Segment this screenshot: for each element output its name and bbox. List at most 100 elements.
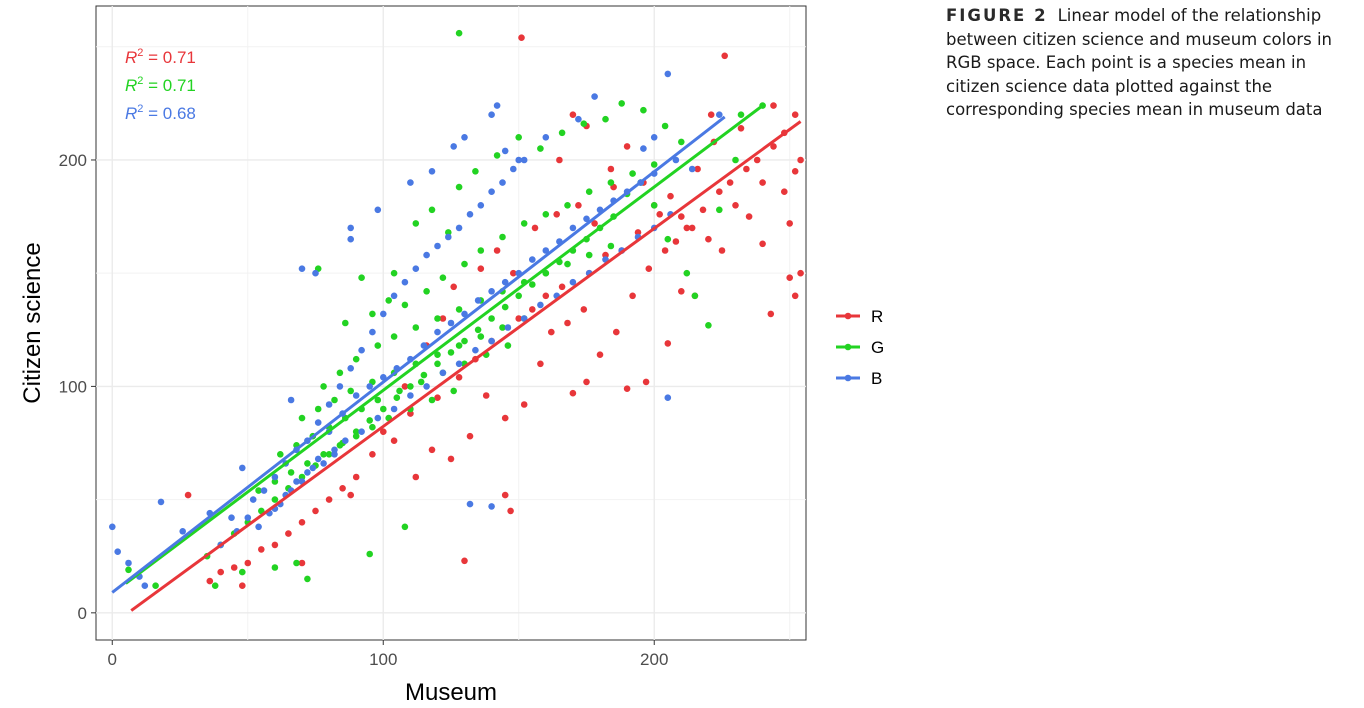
point-G <box>515 292 522 300</box>
point-G <box>396 387 403 395</box>
point-R <box>575 202 582 209</box>
point-G <box>585 251 593 259</box>
point-B <box>688 165 696 173</box>
axes: 0 100 200 0 100 200 <box>59 151 669 669</box>
point-R <box>596 351 604 359</box>
point-G <box>716 206 723 214</box>
point-R <box>699 206 707 214</box>
point-B <box>320 460 327 467</box>
point-B <box>358 428 365 436</box>
point-G <box>737 111 745 118</box>
point-R <box>623 385 631 393</box>
point-B <box>445 233 452 241</box>
fit-line-G <box>124 104 764 585</box>
point-R <box>786 220 793 227</box>
point-G <box>477 333 485 340</box>
point-R <box>434 394 441 402</box>
point-G <box>239 568 246 576</box>
point-R <box>664 340 672 347</box>
point-B <box>255 523 262 531</box>
point-B <box>664 394 672 402</box>
point-R <box>656 211 663 218</box>
legend-key-point-R <box>844 312 852 320</box>
point-G <box>705 322 712 329</box>
point-B <box>331 451 338 458</box>
point-G <box>434 351 441 359</box>
point-B <box>542 134 550 141</box>
point-B <box>664 70 672 78</box>
point-R <box>482 392 490 399</box>
point-R <box>510 269 517 277</box>
point-G <box>493 152 501 159</box>
point-G <box>271 564 279 571</box>
point-G <box>374 342 382 349</box>
point-R <box>369 451 376 458</box>
point-R <box>591 220 598 227</box>
legend: RGB <box>836 307 884 388</box>
point-G <box>461 260 468 268</box>
point-R <box>553 211 560 218</box>
point-R <box>580 306 588 313</box>
point-G <box>401 523 409 531</box>
point-G <box>385 297 393 304</box>
y-tick-label: 200 <box>59 151 87 170</box>
point-R <box>645 265 653 273</box>
point-G <box>602 115 609 123</box>
point-G <box>369 423 376 431</box>
point-R <box>401 383 409 390</box>
point-B <box>472 346 479 354</box>
point-G <box>447 349 455 356</box>
point-R <box>412 473 420 481</box>
point-B <box>109 523 116 531</box>
point-G <box>445 229 452 236</box>
point-G <box>304 575 311 583</box>
point-G <box>390 333 398 340</box>
point-G <box>320 383 327 390</box>
point-G <box>358 274 365 282</box>
point-G <box>558 129 566 137</box>
point-B <box>390 405 398 413</box>
point-B <box>434 328 441 336</box>
point-B <box>515 156 522 164</box>
point-B <box>407 179 414 186</box>
y-tick-label: 0 <box>78 604 87 623</box>
point-B <box>312 269 319 277</box>
point-R <box>707 111 715 118</box>
point-G <box>664 235 672 243</box>
fit-line-B <box>111 115 726 594</box>
point-G <box>211 582 219 589</box>
point-R <box>450 283 458 291</box>
point-R <box>244 559 252 567</box>
point-R <box>447 455 455 463</box>
point-B <box>287 396 295 404</box>
r-squared-B: R2 = 0.68 <box>125 103 196 123</box>
point-G <box>314 405 322 413</box>
caption-text: Linear model of the relationship between… <box>946 6 1333 119</box>
point-R <box>759 179 766 186</box>
point-R <box>569 111 577 118</box>
point-G <box>298 414 306 422</box>
point-R <box>797 269 804 277</box>
point-B <box>434 242 441 250</box>
point-B <box>466 211 474 218</box>
point-G <box>585 188 593 195</box>
point-R <box>520 401 528 408</box>
point-G <box>504 342 512 349</box>
point-B <box>366 383 374 390</box>
point-B <box>314 455 322 463</box>
point-R <box>791 292 799 300</box>
r-squared-R: R2 = 0.71 <box>125 47 196 67</box>
point-G <box>691 292 699 300</box>
point-B <box>369 328 376 336</box>
point-R <box>767 310 775 318</box>
point-G <box>520 220 528 227</box>
point-G <box>271 496 279 503</box>
point-G <box>347 387 355 395</box>
point-B <box>374 414 382 422</box>
point-B <box>114 548 121 555</box>
point-G <box>439 274 447 282</box>
point-B <box>304 469 311 476</box>
point-B <box>488 337 495 345</box>
point-R <box>455 374 463 381</box>
point-B <box>179 528 186 535</box>
